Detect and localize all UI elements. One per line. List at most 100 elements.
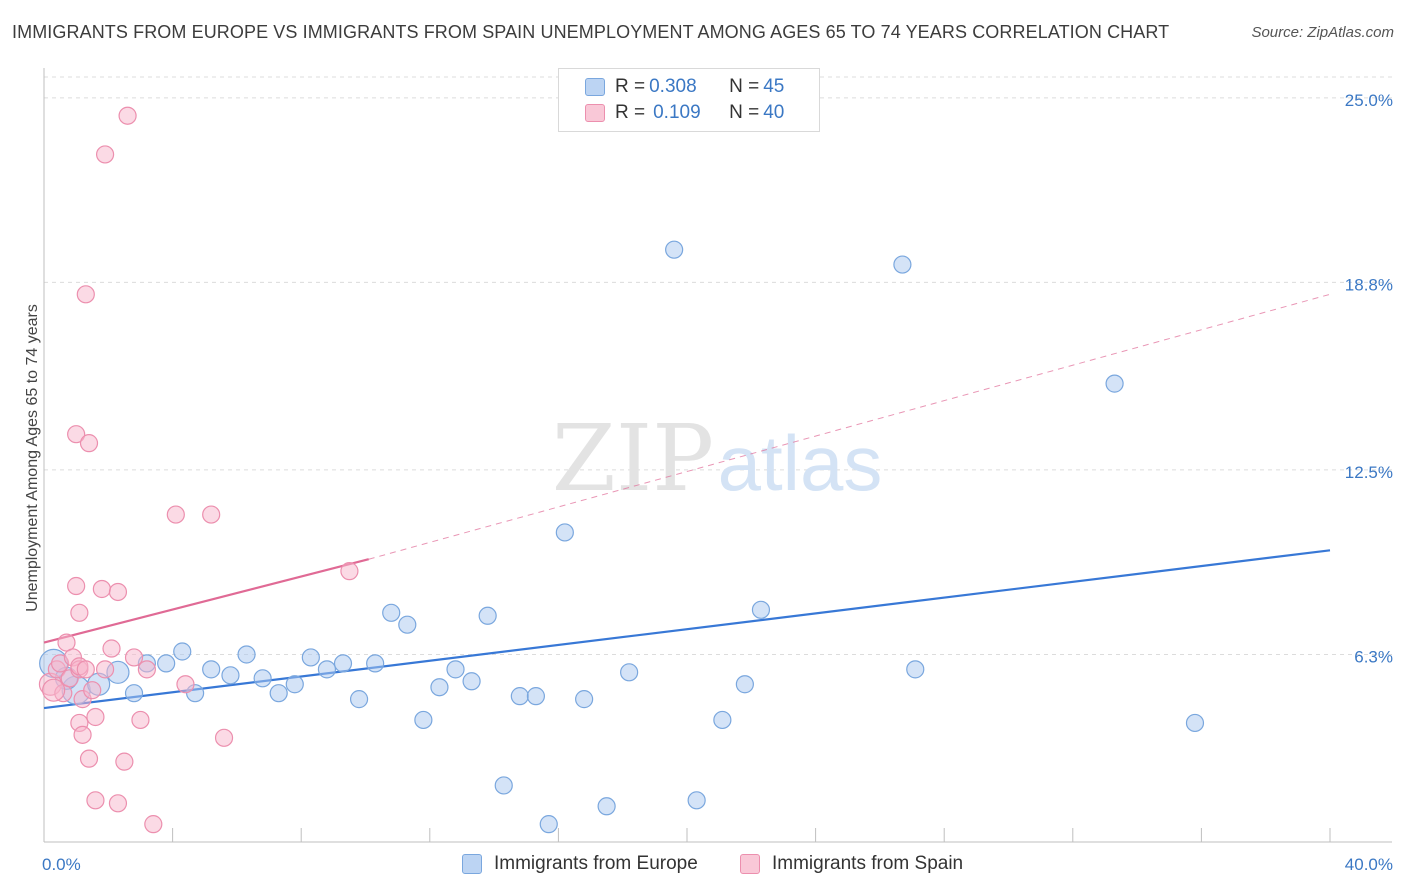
europe-point (157, 654, 176, 673)
europe-point (349, 690, 369, 709)
legend-row-spain: R = 0.109 N = 40 (585, 101, 784, 125)
spain-point (76, 285, 95, 304)
spain-point (86, 707, 105, 727)
europe-point (366, 654, 385, 673)
legend-europe-n-value: 45 (763, 76, 785, 97)
bottom-legend-europe-label: Immigrants from Europe (494, 853, 698, 874)
axis-labels: 6.3% 12.5% 18.8% 25.0% 0.0% 40.0% Unemployment… (24, 91, 1393, 874)
watermark-zip: ZIP (552, 405, 714, 512)
spain-point (79, 434, 99, 453)
axes-layer (43, 68, 1392, 843)
legend-europe-r-value: 0.308 (649, 76, 697, 97)
spain-point (166, 505, 185, 524)
europe-point (893, 255, 912, 274)
legend-europe-r-label: R = (615, 76, 646, 97)
spain-point (83, 681, 102, 700)
spain-point (76, 660, 95, 679)
spain-point (42, 678, 66, 702)
spain-trend-line (43, 558, 369, 644)
spain-point (137, 660, 156, 679)
europe-point (735, 675, 754, 694)
x-tick-label: 40.0% (1345, 855, 1393, 874)
spain-point (67, 425, 86, 444)
spain-trend-extension (368, 293, 1331, 560)
legend-europe-n-label: N = (729, 76, 760, 97)
europe-point (398, 615, 417, 634)
europe-point (202, 660, 221, 679)
europe-point (751, 600, 771, 619)
spain-point (102, 639, 121, 658)
europe-point (414, 710, 433, 730)
europe-point (317, 660, 337, 679)
correlation-legend: R = 0.308 N = 45 R = 0.109 N = 40 (558, 68, 820, 132)
watermark: ZIP atlas (552, 405, 882, 512)
y-tick-label: 18.8% (1345, 275, 1393, 294)
legend-spain-r-value: 0.109 (653, 102, 701, 123)
bottom-legend-spain-label: Immigrants from Spain (772, 853, 964, 874)
legend-row-europe: R = 0.308 N = 45 (585, 75, 784, 99)
europe-point (510, 687, 529, 706)
spain-point (176, 675, 195, 694)
y-tick-label: 6.3% (1354, 647, 1393, 666)
europe-point (124, 684, 144, 703)
source-credit: Source: ZipAtlas.com (1251, 24, 1394, 41)
europe-point (269, 684, 288, 703)
spain-point (118, 106, 137, 125)
europe-point (1185, 713, 1205, 733)
legend-spain-n-value: 40 (763, 102, 785, 123)
bottom-europe-swatch (462, 854, 482, 874)
spain-point (144, 815, 163, 834)
europe-point (906, 660, 925, 679)
europe-point (221, 666, 240, 685)
europe-swatch (585, 78, 605, 96)
bottom-legend-spain: Immigrants from Spain (740, 852, 963, 876)
spain-point (202, 505, 221, 524)
y-tick-label: 25.0% (1345, 91, 1393, 110)
europe-point (555, 523, 574, 542)
chart-title: IMMIGRANTS FROM EUROPE VS IMMIGRANTS FRO… (12, 22, 1170, 42)
europe-point (1105, 374, 1124, 393)
legend-spain-n-label: N = (729, 102, 760, 123)
spain-swatch (585, 104, 605, 122)
spain-point (70, 603, 89, 622)
spain-point (108, 582, 128, 602)
europe-point (494, 776, 513, 795)
spain-point (95, 145, 115, 164)
europe-point (301, 648, 320, 667)
spain-point (131, 710, 150, 730)
europe-point (620, 663, 639, 682)
europe-point (665, 240, 684, 259)
x-tick-label: 0.0% (42, 855, 81, 874)
spain-point (214, 728, 234, 747)
legend-spain-r-label: R = (615, 102, 646, 123)
watermark-atlas: atlas (718, 419, 883, 507)
y-tick-label: 12.5% (1345, 463, 1393, 482)
europe-point (285, 675, 304, 694)
spain-point (73, 725, 92, 744)
europe-point (253, 669, 272, 688)
europe-point (713, 710, 732, 730)
europe-point (173, 642, 192, 661)
europe-point (478, 606, 497, 625)
europe-point (687, 791, 706, 810)
spain-point (67, 576, 86, 596)
spain-point (79, 749, 99, 768)
europe-point (526, 687, 545, 706)
bottom-legend-europe: Immigrants from Europe (462, 852, 698, 876)
europe-point (462, 672, 481, 691)
europe-point (597, 797, 616, 816)
data-points (38, 106, 1205, 834)
europe-point (575, 690, 594, 709)
bottom-spain-swatch (740, 854, 760, 874)
europe-point (237, 645, 256, 664)
spain-point (108, 794, 128, 813)
europe-trend-line (43, 549, 1331, 710)
spain-point (92, 579, 111, 599)
spain-point (124, 648, 144, 667)
spain-point (86, 791, 105, 810)
y-axis-title: Unemployment Among Ages 65 to 74 years (24, 304, 41, 612)
europe-point (333, 654, 353, 673)
europe-point (539, 815, 558, 834)
spain-point (115, 752, 134, 771)
